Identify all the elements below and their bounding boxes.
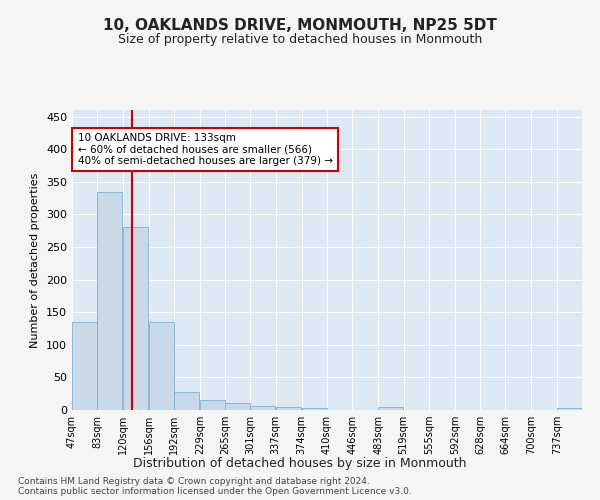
Bar [123, 228, 148, 410]
Bar [97, 192, 122, 410]
Bar [557, 408, 582, 410]
Text: Distribution of detached houses by size in Monmouth: Distribution of detached houses by size … [133, 458, 467, 470]
Bar [149, 322, 173, 410]
Text: Size of property relative to detached houses in Monmouth: Size of property relative to detached ho… [118, 32, 482, 46]
Text: 10, OAKLANDS DRIVE, MONMOUTH, NP25 5DT: 10, OAKLANDS DRIVE, MONMOUTH, NP25 5DT [103, 18, 497, 32]
Bar [378, 408, 403, 410]
Bar [225, 403, 250, 410]
Text: Contains public sector information licensed under the Open Government Licence v3: Contains public sector information licen… [18, 488, 412, 496]
Bar [276, 406, 301, 410]
Text: 10 OAKLANDS DRIVE: 133sqm
← 60% of detached houses are smaller (566)
40% of semi: 10 OAKLANDS DRIVE: 133sqm ← 60% of detac… [77, 133, 332, 166]
Text: Contains HM Land Registry data © Crown copyright and database right 2024.: Contains HM Land Registry data © Crown c… [18, 478, 370, 486]
Bar [200, 400, 225, 410]
Bar [302, 408, 327, 410]
Bar [250, 406, 275, 410]
Y-axis label: Number of detached properties: Number of detached properties [31, 172, 40, 348]
Bar [174, 392, 199, 410]
Bar [72, 322, 97, 410]
